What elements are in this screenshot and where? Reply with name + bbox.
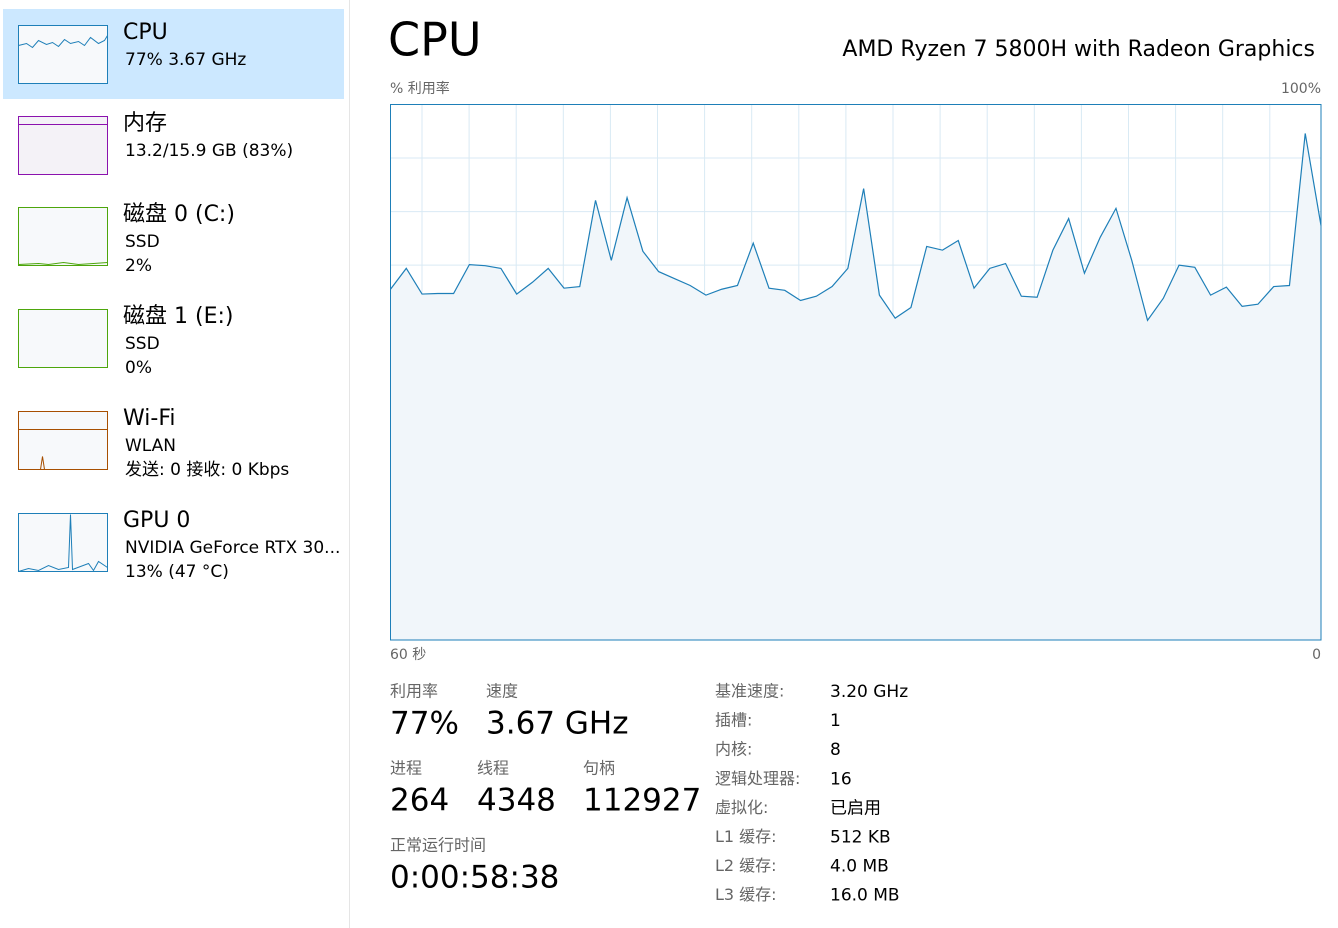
nav-title: Wi-Fi — [123, 406, 176, 431]
spec-value: 4.0 MB — [830, 857, 889, 877]
nav-detail: NVIDIA GeForce RTX 30... — [125, 538, 340, 558]
spec-label: 逻辑处理器: — [715, 769, 800, 788]
stat-value: 3.67 GHz — [486, 706, 628, 742]
stat-value: 4348 — [477, 783, 556, 819]
spec-label: L3 缓存: — [715, 885, 777, 904]
stat-label: 速度 — [486, 682, 518, 701]
nav-detail: WLAN — [125, 436, 176, 456]
spec-value: 3.20 GHz — [830, 682, 908, 702]
spec-label: L2 缓存: — [715, 856, 777, 875]
nav-title: 内存 — [123, 111, 167, 136]
nav-title: 磁盘 1 (E:) — [123, 304, 233, 329]
mini-graph — [18, 207, 108, 266]
mini-graph-line — [18, 261, 108, 266]
mini-graph — [18, 411, 108, 470]
plot-border — [390, 104, 1322, 641]
spec-label: 虚拟化: — [715, 798, 768, 817]
chart-title: CPU — [388, 13, 482, 67]
spec-value: 已启用 — [830, 798, 881, 818]
stat-label: 正常运行时间 — [390, 836, 486, 855]
area — [390, 133, 1321, 641]
stat-label: 线程 — [477, 759, 509, 778]
spec-value: 1 — [830, 711, 841, 731]
stat-value: 112927 — [583, 783, 701, 819]
mini-graph — [18, 116, 108, 175]
nav-detail: SSD — [125, 232, 160, 252]
spec-value: 512 KB — [830, 828, 891, 848]
y-tick-label: 100% — [1281, 81, 1321, 97]
nav-detail: 2% — [125, 256, 152, 276]
x-label-start: 60 秒 — [390, 647, 426, 663]
nav-title: GPU 0 — [123, 508, 190, 533]
y-label: % 利用率 — [390, 80, 450, 97]
nav-detail: 0% — [125, 358, 152, 378]
cpu-line — [390, 133, 1322, 322]
spec-label: L1 缓存: — [715, 827, 777, 846]
stat-label: 进程 — [390, 759, 422, 778]
stat-label: 句柄 — [583, 759, 615, 778]
stat-value: 0:00:58:38 — [390, 860, 559, 896]
stat-value: 77% — [390, 706, 459, 742]
mini-graph-line — [18, 35, 108, 49]
spec-value: 16 — [830, 769, 852, 789]
spec-label: 内核: — [715, 740, 752, 759]
mini-graph-line — [18, 514, 108, 572]
x-label-end: 0 — [1312, 647, 1321, 663]
nav-detail: 13% (47 °C) — [125, 562, 229, 582]
mini-graph — [18, 309, 108, 368]
nav-detail: 13.2/15.9 GB (83%) — [125, 141, 293, 161]
stat-value: 264 — [390, 783, 449, 819]
nav-detail: SSD — [125, 334, 160, 354]
spec-value: 8 — [830, 740, 841, 760]
spec-label: 插槽: — [715, 711, 752, 730]
nav-detail: 发送: 0 接收: 0 Kbps — [125, 460, 289, 480]
cpu-model: AMD Ryzen 7 5800H with Radeon Graphics — [842, 37, 1315, 62]
stat-label: 利用率 — [390, 682, 438, 701]
nav-title: 磁盘 0 (C:) — [123, 202, 235, 227]
nav-title: CPU — [123, 20, 168, 45]
mini-graph-line — [18, 429, 108, 470]
mini-graph — [18, 25, 108, 84]
mini-graph — [18, 513, 108, 572]
nav-detail: 77% 3.67 GHz — [125, 50, 246, 70]
spec-value: 16.0 MB — [830, 886, 900, 906]
spec-label: 基准速度: — [715, 682, 784, 701]
